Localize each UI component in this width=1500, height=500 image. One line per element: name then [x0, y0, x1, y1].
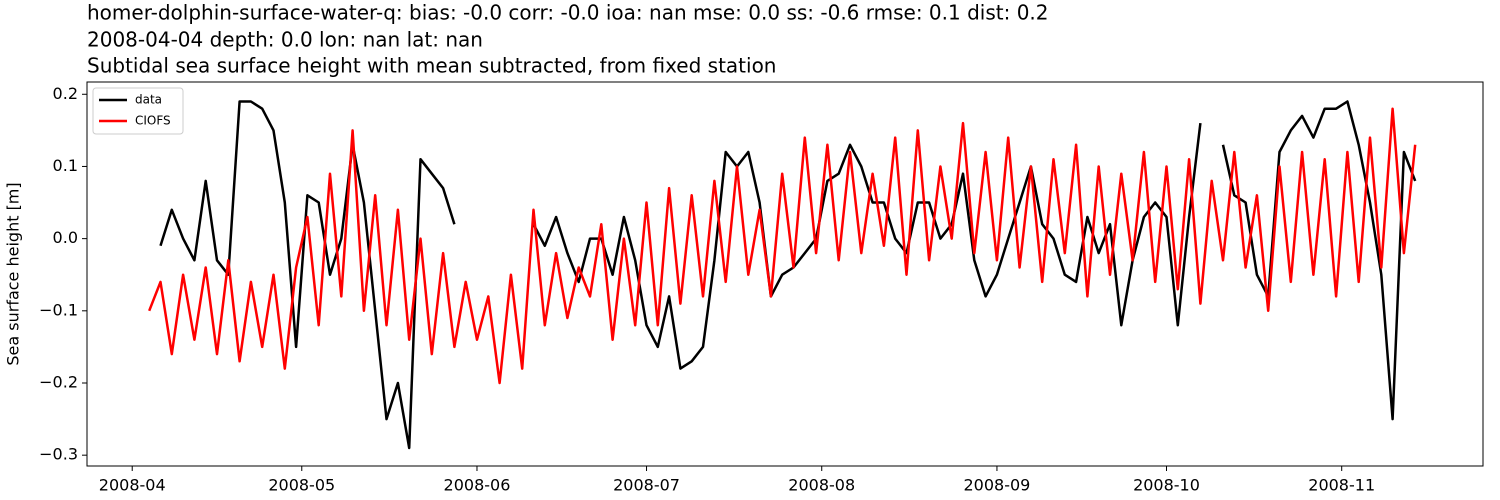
x-tick-label: 2008-09: [964, 476, 1031, 495]
plot-frame: [86, 81, 1484, 467]
data-line: [148, 107, 1417, 385]
x-tick-label: 2008-04: [99, 476, 166, 495]
y-tick-label: −0.1: [39, 300, 78, 319]
y-tick-label: 0.0: [53, 228, 78, 247]
x-tick-label: 2008-05: [268, 476, 335, 495]
chart-title: homer-dolphin-surface-water-q: bias: -0.…: [87, 1, 1049, 25]
x-tick-label: 2008-08: [788, 476, 855, 495]
y-axis-label: Sea surface height [m]: [4, 182, 23, 365]
legend-label: data: [135, 93, 162, 107]
chart-subtitle: 2008-04-04 depth: 0.0 lon: nan lat: nan: [87, 28, 483, 52]
y-tick-label: 0.2: [53, 84, 78, 103]
y-tick-label: 0.1: [53, 156, 78, 175]
x-tick-label: 2008-06: [444, 476, 511, 495]
data-line: [159, 100, 1417, 450]
x-tick-label: 2008-07: [613, 476, 680, 495]
x-tick-label: 2008-10: [1133, 476, 1200, 495]
y-tick-label: −0.2: [39, 372, 78, 391]
legend-label: CIOFS: [135, 114, 171, 128]
y-tick-label: −0.3: [39, 445, 78, 464]
x-tick-label: 2008-11: [1308, 476, 1375, 495]
chart-description: Subtidal sea surface height with mean su…: [87, 54, 776, 78]
